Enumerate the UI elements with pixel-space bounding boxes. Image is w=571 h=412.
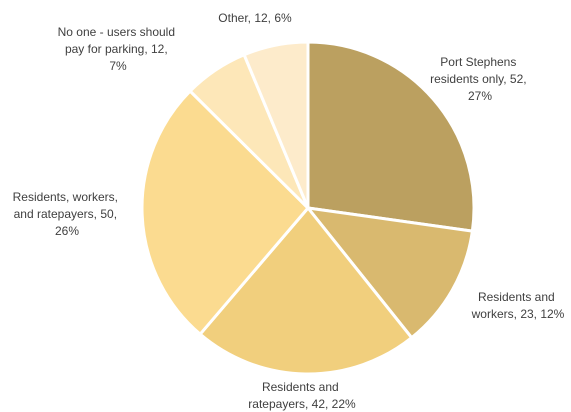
slice-label-other: Other, 12, 6% bbox=[218, 11, 292, 25]
slice-label-port-stephens: Port Stephens residents only, 52, 27% bbox=[430, 55, 530, 103]
pie-slice-residents-and-workers bbox=[304, 205, 475, 340]
pie-slices bbox=[140, 40, 476, 376]
slice-label-residents-ratepayers: Residents and ratepayers, 42, 22% bbox=[248, 380, 356, 411]
pie-slice-residents-and-ratepayers bbox=[198, 205, 414, 376]
slice-label-residents-workers: Residents and workers, 23, 12% bbox=[471, 290, 565, 321]
pie-slice-port-stephens-residents-only bbox=[306, 40, 476, 233]
slice-label-no-one: No one - users should pay for parking, 1… bbox=[58, 25, 179, 73]
pie-slice-residents-workers-and-ratepayers bbox=[140, 88, 311, 337]
pie-labels: Port Stephens residents only, 52, 27% Re… bbox=[13, 11, 565, 411]
pie-slice-other bbox=[242, 40, 310, 209]
slice-label-residents-workers-ratepayers: Residents, workers, and ratepayers, 50, … bbox=[13, 190, 122, 238]
